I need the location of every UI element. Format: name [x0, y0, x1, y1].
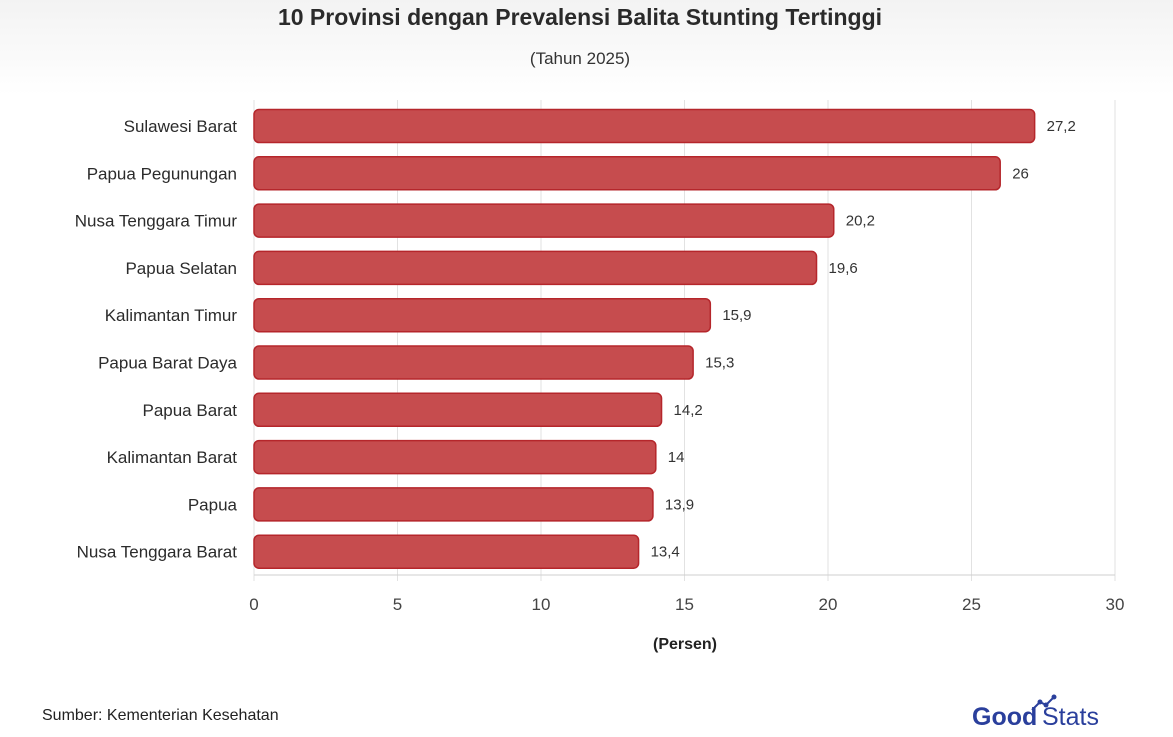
bar	[253, 534, 640, 569]
x-tick-label: 20	[819, 595, 838, 614]
value-label: 19,6	[829, 260, 858, 277]
goodstats-logo: Good Stats	[972, 694, 1099, 731]
x-tick-label: 15	[675, 595, 694, 614]
value-label: 15,9	[722, 307, 751, 324]
value-label: 27,2	[1047, 118, 1076, 135]
bar	[253, 392, 663, 428]
svg-text:Stats: Stats	[1042, 703, 1099, 731]
bar	[253, 250, 818, 286]
x-axis-label: (Persen)	[652, 636, 718, 653]
category-label: Kalimantan Timur	[105, 306, 238, 325]
value-label: 14,2	[674, 402, 703, 419]
category-label: Kalimantan Barat	[107, 448, 238, 467]
source-note: Sumber: Kementerian Kesehatan	[42, 707, 279, 724]
category-label: Papua	[188, 495, 238, 514]
x-tick-label: 10	[532, 595, 551, 614]
x-tick-label: 30	[1106, 595, 1125, 614]
header-background	[0, 0, 1173, 95]
chart-title: 10 Provinsi dengan Prevalensi Balita Stu…	[277, 4, 883, 30]
value-label: 13,4	[651, 544, 680, 561]
bar	[253, 439, 657, 475]
value-label: 26	[1012, 165, 1029, 182]
category-label: Nusa Tenggara Barat	[77, 543, 238, 562]
category-label: Papua Pegunungan	[87, 164, 237, 183]
value-label: 15,3	[705, 355, 734, 372]
category-label: Papua Barat	[142, 401, 237, 420]
category-label: Papua Selatan	[125, 259, 237, 278]
category-label: Papua Barat Daya	[98, 354, 237, 373]
x-tick-label: 25	[962, 595, 981, 614]
bar	[253, 108, 1036, 144]
x-tick-label: 5	[393, 595, 402, 614]
chart-subtitle: (Tahun 2025)	[529, 49, 631, 68]
bar	[253, 345, 694, 380]
bar	[253, 297, 712, 333]
value-label: 20,2	[846, 213, 875, 230]
x-tick-label: 0	[249, 595, 258, 614]
bar	[253, 487, 654, 522]
category-label: Nusa Tenggara Timur	[75, 212, 238, 231]
svg-text:Good: Good	[972, 703, 1037, 731]
value-label: 13,9	[665, 496, 694, 513]
bar	[253, 203, 835, 238]
category-label: Sulawesi Barat	[124, 117, 238, 136]
value-label: 14	[668, 449, 685, 466]
bar	[253, 156, 1001, 191]
